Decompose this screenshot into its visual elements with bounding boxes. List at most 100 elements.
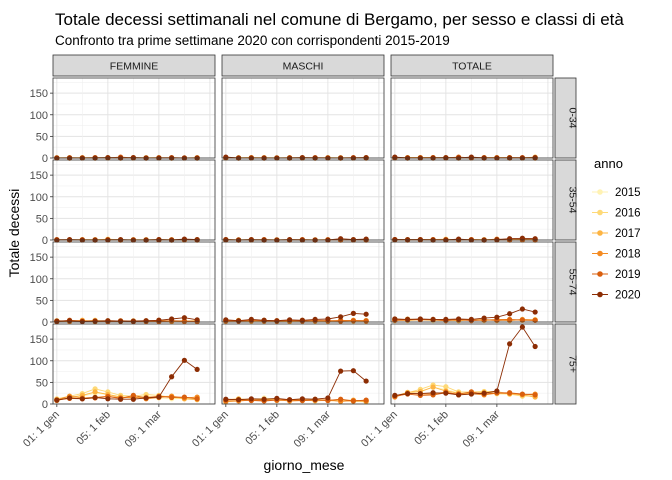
data-point bbox=[105, 318, 111, 324]
data-point bbox=[105, 154, 111, 161]
data-point bbox=[92, 389, 98, 395]
data-point bbox=[404, 236, 411, 243]
data-point bbox=[363, 311, 369, 317]
legend-label: 2018 bbox=[615, 249, 641, 261]
data-point bbox=[312, 316, 318, 323]
data-point bbox=[456, 236, 462, 242]
data-point bbox=[519, 391, 525, 397]
data-point bbox=[54, 318, 60, 324]
data-point bbox=[532, 236, 538, 242]
column-strip-label: FEMMINE bbox=[110, 61, 158, 73]
data-point bbox=[519, 317, 525, 323]
panel bbox=[52, 241, 216, 325]
data-point bbox=[507, 341, 513, 347]
data-point bbox=[507, 311, 513, 317]
column-strip-label: MASCHI bbox=[283, 61, 324, 73]
data-point bbox=[350, 310, 356, 316]
data-point bbox=[338, 318, 344, 324]
y-tick-label: 0 bbox=[42, 317, 48, 329]
panel bbox=[52, 159, 216, 243]
y-tick-label: 100 bbox=[30, 110, 48, 122]
column-strip bbox=[52, 54, 216, 77]
x-tick-label: 09: 1 mar bbox=[123, 408, 165, 450]
data-point bbox=[468, 391, 474, 397]
data-point bbox=[350, 236, 356, 243]
legend-key-point bbox=[597, 250, 603, 257]
data-point bbox=[443, 390, 449, 396]
data-point bbox=[223, 154, 229, 160]
data-point bbox=[156, 317, 162, 323]
data-point bbox=[430, 390, 436, 396]
data-point bbox=[274, 318, 280, 324]
chart-title: Totale decessi settimanali nel comune di… bbox=[55, 10, 624, 29]
data-point bbox=[194, 366, 200, 373]
legend-key-point bbox=[597, 230, 603, 236]
row-strip bbox=[554, 159, 577, 241]
row-strip-label: 75+ bbox=[567, 355, 579, 373]
data-point bbox=[532, 343, 538, 350]
data-point bbox=[481, 315, 487, 321]
legend-label: 2017 bbox=[615, 228, 641, 240]
data-point bbox=[66, 318, 73, 324]
legend: 2015 2016 2017 2018 2019 2020 bbox=[592, 187, 641, 302]
x-tick-label: 01: 1 gen bbox=[21, 409, 62, 450]
data-point bbox=[338, 314, 344, 320]
data-point bbox=[392, 154, 398, 160]
data-point bbox=[194, 317, 200, 323]
data-point bbox=[299, 396, 305, 402]
legend-key-point bbox=[597, 271, 603, 277]
data-point bbox=[235, 318, 242, 324]
data-point bbox=[519, 306, 525, 312]
x-tick-label: 05: 1 feb bbox=[412, 409, 451, 448]
data-point bbox=[118, 318, 124, 324]
data-point bbox=[194, 396, 200, 402]
data-point bbox=[363, 318, 369, 324]
data-point bbox=[130, 318, 136, 324]
series-line bbox=[225, 370, 367, 401]
data-point bbox=[169, 316, 175, 322]
panel-border bbox=[52, 77, 216, 159]
data-point bbox=[430, 316, 436, 323]
panel bbox=[52, 323, 216, 405]
data-point bbox=[299, 317, 305, 323]
data-point bbox=[338, 236, 344, 242]
x-tick-label: 05: 1 feb bbox=[74, 409, 113, 448]
data-point bbox=[481, 390, 487, 396]
data-point bbox=[66, 395, 73, 401]
data-point bbox=[118, 236, 124, 243]
data-point bbox=[181, 394, 187, 400]
data-point bbox=[507, 390, 513, 396]
data-point bbox=[79, 318, 85, 325]
panel bbox=[390, 159, 554, 243]
legend-label: 2015 bbox=[615, 187, 641, 199]
data-point bbox=[169, 374, 175, 380]
row-strip bbox=[554, 241, 577, 323]
data-point bbox=[430, 384, 436, 390]
legend-key-point bbox=[597, 291, 603, 298]
data-point bbox=[392, 236, 398, 243]
panel bbox=[390, 241, 554, 324]
data-point bbox=[417, 391, 423, 397]
legend-label: 2020 bbox=[615, 290, 641, 302]
data-point bbox=[443, 154, 449, 161]
data-point bbox=[274, 395, 280, 401]
data-point bbox=[79, 396, 85, 402]
x-tick-label: 09: 1 mar bbox=[461, 408, 503, 450]
data-point bbox=[248, 316, 254, 323]
chart-subtitle: Confronto tra prime settimane 2020 con c… bbox=[55, 33, 450, 48]
data-point bbox=[248, 396, 254, 402]
series-line bbox=[225, 312, 367, 322]
row-strip bbox=[554, 323, 577, 405]
data-point bbox=[494, 236, 500, 243]
data-point bbox=[325, 395, 331, 401]
x-axis-label: giorno_mese bbox=[264, 457, 345, 473]
x-tick-label: 01: 1 gen bbox=[359, 409, 400, 450]
panel-border bbox=[390, 77, 554, 159]
data-point bbox=[456, 392, 462, 398]
row-strip-label: 0-34 bbox=[567, 107, 579, 128]
data-point bbox=[532, 309, 538, 315]
y-tick-label: 100 bbox=[30, 192, 48, 204]
panel-border bbox=[390, 241, 554, 323]
data-point bbox=[456, 316, 462, 322]
